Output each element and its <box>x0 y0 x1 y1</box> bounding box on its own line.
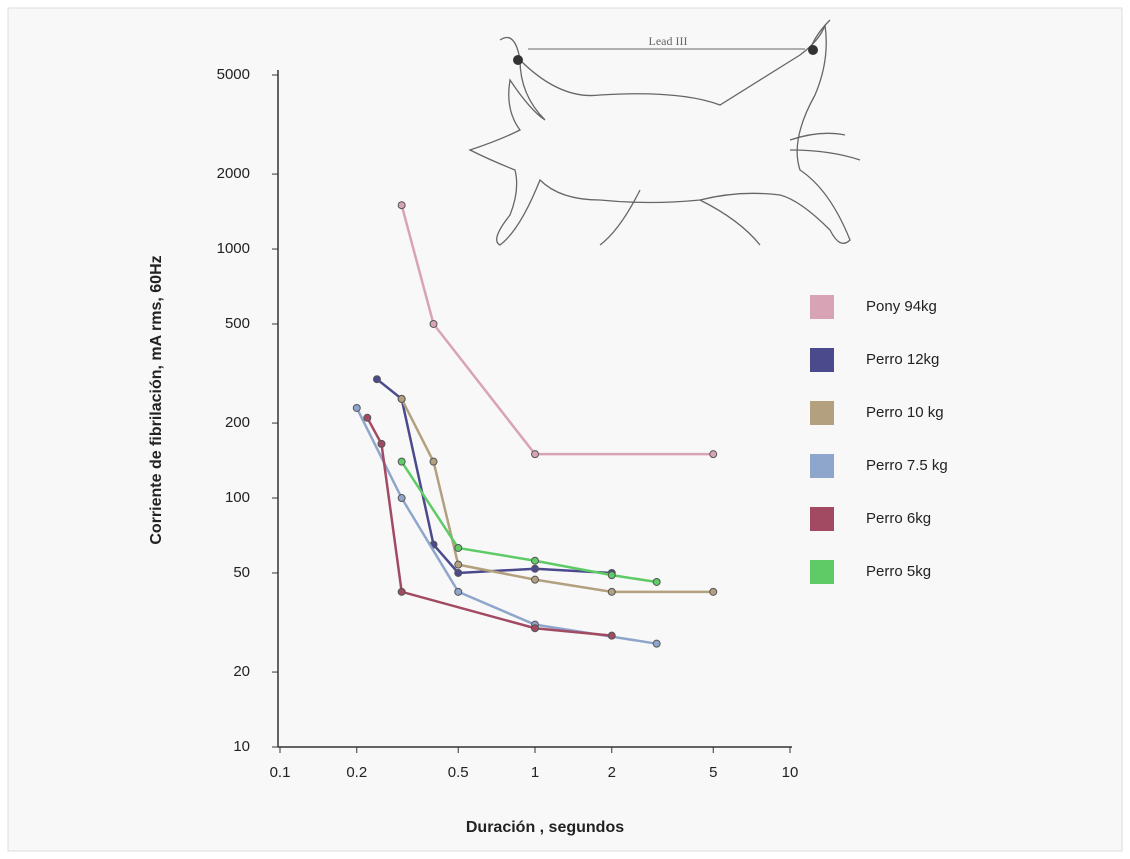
data-point <box>397 457 406 466</box>
legend-swatch <box>810 295 834 319</box>
series-line <box>400 398 714 594</box>
y-tick-label: 5000 <box>217 66 250 83</box>
y-tick-label: 10 <box>233 738 250 755</box>
legend-swatch <box>810 401 834 425</box>
x-axis-title: Duración , segundos <box>466 819 624 836</box>
y-axis-title: Corriente de fibrilación, mA rms, 60Hz <box>148 255 165 544</box>
data-point <box>397 587 406 596</box>
data-point <box>709 587 718 596</box>
data-point <box>531 450 539 459</box>
y-tick-label: 500 <box>225 315 250 332</box>
data-point <box>531 575 539 584</box>
y-tick-label: 2000 <box>217 165 250 182</box>
series-line <box>376 378 612 575</box>
x-tick-label: 5 <box>709 764 717 781</box>
data-point <box>372 375 381 384</box>
series-line <box>400 204 714 456</box>
legend-label: Perro 10 kg <box>866 404 944 421</box>
legend-swatch <box>810 348 834 372</box>
data-point <box>397 394 406 403</box>
legend-label: Perro 5kg <box>866 563 931 580</box>
data-point <box>454 587 463 596</box>
chart-background <box>7 7 1123 852</box>
data-point <box>454 560 463 569</box>
data-point <box>531 564 539 573</box>
data-point <box>397 201 406 210</box>
x-tick-label: 1 <box>531 764 539 781</box>
y-tick-label: 200 <box>225 414 250 431</box>
data-point <box>397 494 406 503</box>
data-point <box>377 439 386 448</box>
legend-swatch <box>810 507 834 531</box>
legend-label: Pony 94kg <box>866 298 937 315</box>
data-point <box>607 631 616 640</box>
dog-sketch <box>468 19 861 246</box>
y-tick-label: 100 <box>225 489 250 506</box>
data-point <box>607 571 616 580</box>
data-point <box>454 543 463 552</box>
x-tick-label: 0.5 <box>448 764 469 781</box>
x-tick-label: 0.2 <box>346 764 367 781</box>
legend-label: Perro 6kg <box>866 510 931 527</box>
data-point <box>454 568 463 577</box>
legend-swatch <box>810 454 834 478</box>
data-point <box>352 403 361 412</box>
legend-label: Perro 12kg <box>866 351 939 368</box>
data-point <box>429 319 438 328</box>
data-point <box>709 450 718 459</box>
y-tick-label: 1000 <box>217 240 250 257</box>
legend-swatch <box>810 560 834 584</box>
data-point <box>531 624 539 633</box>
x-tick-label: 2 <box>608 764 616 781</box>
data-point <box>531 556 539 565</box>
data-point <box>652 577 661 586</box>
x-tick-label: 0.1 <box>270 764 291 781</box>
data-point <box>607 587 616 596</box>
y-tick-label: 50 <box>233 564 250 581</box>
data-point <box>363 413 372 422</box>
x-tick-label: 10 <box>782 764 799 781</box>
legend-label: Perro 7.5 kg <box>866 457 948 474</box>
y-tick-label: 20 <box>233 663 250 680</box>
data-point <box>429 457 438 466</box>
data-point <box>652 639 661 648</box>
annotation: Lead III <box>649 34 688 48</box>
